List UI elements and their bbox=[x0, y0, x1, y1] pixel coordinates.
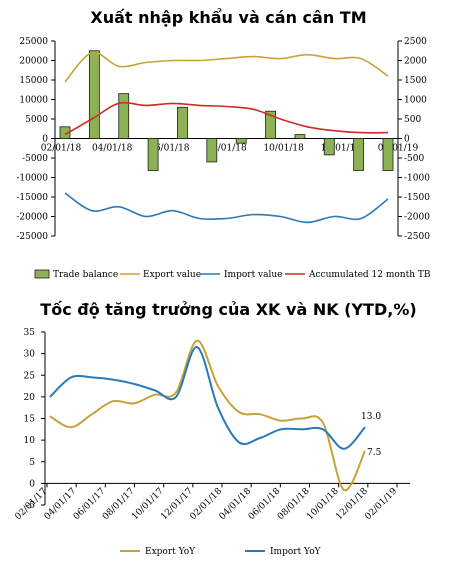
trade-balance-bar bbox=[323, 138, 335, 156]
chart2-growth: 35302520151050-502/01/1704/01/1706/01/17… bbox=[13, 328, 410, 557]
y-tick-label: -5 bbox=[26, 501, 35, 511]
import-yoy-line bbox=[49, 346, 366, 450]
right-tick-label: 1000 bbox=[404, 96, 427, 106]
left-tick-label: 5000 bbox=[25, 115, 48, 125]
left-tick-label: -25000 bbox=[16, 232, 48, 242]
export-yoy-line bbox=[49, 339, 366, 491]
right-tick-label: 2000 bbox=[404, 57, 427, 67]
x-tick-label: 06/01/18 bbox=[149, 144, 190, 154]
y-tick-label: 30 bbox=[24, 350, 36, 360]
trade-balance-bar bbox=[59, 126, 71, 139]
trade-balance-bar bbox=[353, 138, 365, 171]
legend-import: Import value bbox=[224, 270, 283, 280]
right-tick-label: -1500 bbox=[404, 193, 430, 203]
right-tick-label: -500 bbox=[404, 154, 424, 164]
right-tick-label: -2500 bbox=[404, 232, 430, 242]
left-tick-label: 15000 bbox=[19, 76, 48, 86]
trade-balance-bar bbox=[88, 50, 100, 139]
accumulated-tb-line bbox=[64, 101, 389, 136]
left-tick-label: 20000 bbox=[19, 57, 48, 67]
import-value-line bbox=[64, 192, 389, 224]
left-tick-label: -10000 bbox=[16, 174, 48, 184]
x-tick-label: 04/01/18 bbox=[92, 144, 133, 154]
chart1-title: Xuất nhập khẩu và cán cân TM bbox=[90, 8, 367, 27]
trade-balance-bar bbox=[294, 134, 306, 139]
right-tick-label: -1000 bbox=[404, 174, 430, 184]
export-value-line bbox=[64, 51, 389, 83]
trade-balance-bar bbox=[382, 138, 394, 171]
legend-accumulated: Accumulated 12 month TB bbox=[308, 270, 431, 280]
export-last-label: 7.5 bbox=[367, 448, 382, 458]
trade-balance-bar bbox=[265, 110, 276, 139]
legend-import-yoy: Import YoY bbox=[270, 547, 322, 557]
y-tick-label: 20 bbox=[24, 393, 36, 403]
trade-balance-bar bbox=[177, 106, 188, 139]
legend-export: Export value bbox=[143, 270, 201, 280]
chart2-title: Tốc độ tăng trưởng của XK và NK (YTD,%) bbox=[40, 300, 417, 319]
y-tick-label: 0 bbox=[29, 479, 35, 489]
y-tick-label: 10 bbox=[24, 436, 36, 446]
legend-export-yoy: Export YoY bbox=[145, 547, 196, 557]
left-tick-label: -15000 bbox=[16, 193, 48, 203]
left-tick-label: -20000 bbox=[16, 213, 48, 223]
x-tick-label: 12/01/18 bbox=[321, 144, 362, 154]
right-tick-label: 1500 bbox=[404, 76, 427, 86]
y-tick-label: 5 bbox=[29, 458, 35, 468]
x-tick-label: 08/01/18 bbox=[206, 144, 247, 154]
trade-balance-bar bbox=[147, 138, 159, 171]
trade-balance-bar bbox=[118, 93, 130, 139]
y-tick-label: 15 bbox=[24, 415, 36, 425]
left-tick-label: 25000 bbox=[19, 37, 48, 47]
legend-trade-balance-swatch bbox=[34, 269, 50, 279]
right-tick-label: 2500 bbox=[404, 37, 427, 47]
trade-balance-bar bbox=[206, 138, 218, 163]
right-tick-label: 0 bbox=[404, 135, 410, 145]
chart1-trade: 2500020000150001000050000-5000-10000-150… bbox=[16, 37, 431, 280]
import-last-label: 13.0 bbox=[361, 412, 381, 422]
trade-balance-bar bbox=[235, 138, 247, 144]
left-tick-label: 10000 bbox=[19, 96, 48, 106]
left-tick-label: -5000 bbox=[22, 154, 48, 164]
x-tick-label: 02/01/19 bbox=[378, 144, 419, 154]
left-tick-label: 0 bbox=[42, 135, 48, 145]
x-tick-label: 10/01/18 bbox=[263, 144, 304, 154]
legend-trade-balance: Trade balance bbox=[53, 270, 118, 280]
right-tick-label: -2000 bbox=[404, 213, 430, 223]
x-tick-label: 02/01/19 bbox=[363, 486, 399, 522]
y-tick-label: 25 bbox=[24, 371, 36, 381]
y-tick-label: 35 bbox=[24, 328, 36, 338]
right-tick-label: 500 bbox=[404, 115, 421, 125]
x-tick-label: 02/01/18 bbox=[41, 144, 82, 154]
